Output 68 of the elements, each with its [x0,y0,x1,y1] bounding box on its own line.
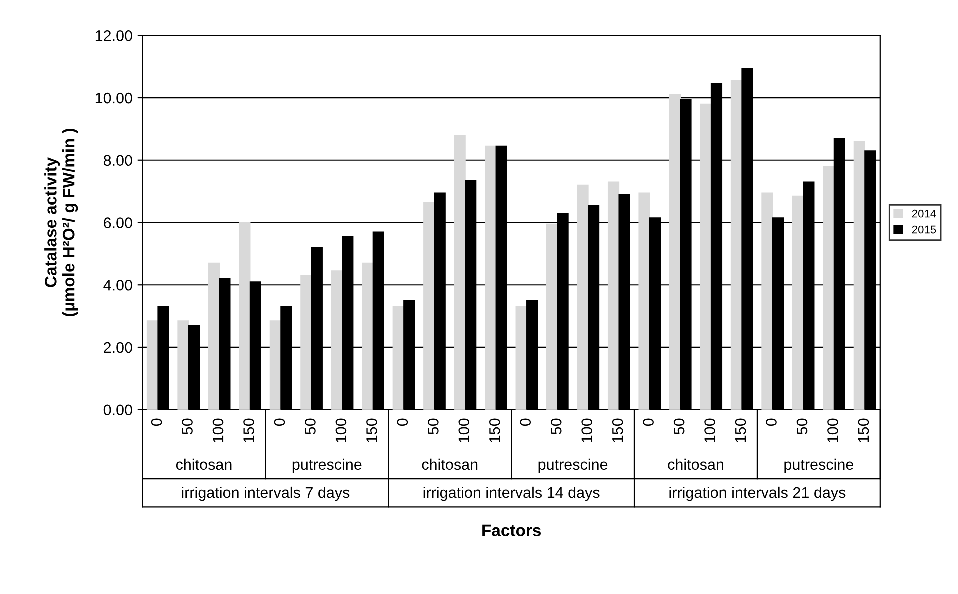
legend-label: 2015 [912,226,936,234]
x-tick-label: 100 [458,418,470,443]
x-tick-label: 150 [612,418,624,443]
text: chitosan [668,458,724,470]
x-tick-label: 50 [182,418,193,435]
text: irrigation intervals 21 days [670,486,846,502]
x-axis-title: Factors [482,524,541,536]
y-tick-label: 0.00 [104,404,132,416]
x-tick-label: 50 [550,418,562,435]
bar [638,192,650,410]
bar [424,202,436,410]
bar [146,320,159,410]
text: irrigation intervals 14 days [424,486,600,502]
bar [208,262,220,410]
x-tick-label: 100 [704,418,716,443]
y-tick-label: 2.00 [104,342,132,354]
x-tick-label: 150 [489,418,500,443]
x-tick-label: 150 [366,418,378,443]
x-tick-label: 0 [520,418,532,426]
x-tick-label: 0 [643,418,654,426]
bar [792,196,804,410]
legend-label: 2014 [912,210,936,218]
y-axis-title: Catalase activity (µmole H²O²/ g FW/min ) [44,128,78,317]
text: irrigation intervals 7 days [182,486,350,502]
x-tick-label: 50 [305,418,316,435]
bar [485,146,497,410]
x-tick-label: 0 [766,418,777,426]
text: putrescine [292,458,362,474]
bar [700,104,712,410]
x-tick-label: 100 [582,418,593,443]
x-tick-label: 50 [674,418,685,435]
x-tick-label: 150 [858,418,870,443]
y-tick-label: 8.00 [104,155,132,166]
bar [669,94,682,410]
bar [300,275,312,410]
bar [454,135,466,410]
x-tick-label: 50 [428,418,439,435]
x-tick-label: 50 [796,418,808,435]
y-tick-label: 12.00 [96,30,132,42]
bar [239,222,251,410]
text: chitosan [176,458,232,470]
x-tick-label: 0 [151,418,162,426]
bar [392,306,404,410]
x-tick-label: 150 [735,418,746,443]
bar [362,262,374,410]
x-tick-label: 150 [244,418,254,443]
bar [730,80,743,410]
bar [270,320,282,410]
y-tick-label: 10.00 [96,92,132,104]
bar [331,270,343,410]
x-tick-label: 100 [212,418,224,443]
bar [178,320,190,410]
text: putrescine [538,458,608,474]
bar [577,184,589,410]
y-tick-label: 6.00 [104,218,132,228]
text: putrescine [784,458,854,474]
y-tick-label: 4.00 [104,280,132,291]
bar [854,141,866,410]
x-tick-label: 0 [397,418,408,426]
x-tick-label: 100 [336,418,347,443]
bar [608,182,620,410]
x-tick-label: 100 [828,418,838,443]
bar [546,224,558,410]
text: chitosan [422,458,478,470]
x-tick-label: 0 [274,418,286,426]
bar [516,306,528,410]
bar [762,192,774,410]
bar [823,166,835,410]
